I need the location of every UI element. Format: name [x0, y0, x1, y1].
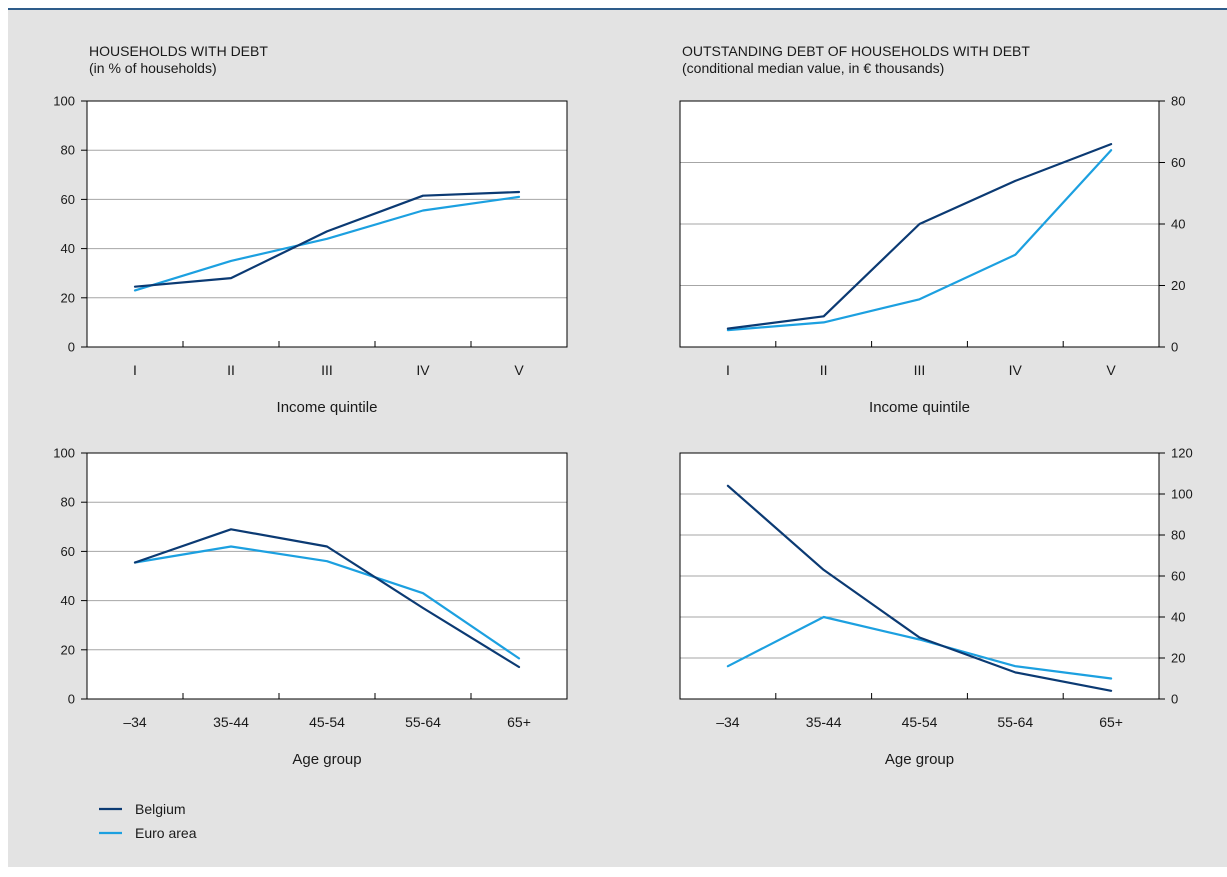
plot-frame	[86, 100, 568, 348]
plot-area	[87, 453, 567, 699]
x-tick-label: –34	[716, 714, 740, 730]
x-tick-label: I	[133, 362, 137, 378]
plot-area	[87, 101, 567, 347]
y-tick-label: 20	[61, 642, 75, 657]
top-rule	[8, 8, 1227, 10]
legend-label: Belgium	[135, 801, 186, 817]
x-tick-label: IV	[1009, 362, 1023, 378]
x-tick-label: V	[1106, 362, 1116, 378]
y-tick-label: 0	[68, 340, 75, 355]
series-line-euro-area	[726, 615, 1113, 680]
plot-frame	[679, 452, 1160, 700]
chart-4: 0 20 40 60 80 100 120 –34 35-44 45-54 55-64 65+ Age …	[679, 446, 1193, 768]
x-tick-label: 45-54	[902, 714, 938, 730]
y-tick-label: 20	[1171, 278, 1185, 293]
y-tick-label: 100	[1171, 487, 1193, 502]
x-tick-label: V	[514, 362, 524, 378]
x-axis-label: Income quintile	[869, 399, 970, 416]
x-axis-label: Income quintile	[277, 399, 378, 416]
y-tick-label: 40	[1171, 217, 1185, 232]
y-tick-label: 60	[61, 192, 75, 207]
y-tick-label: 40	[1171, 610, 1185, 625]
series-line-belgium	[133, 528, 521, 669]
x-axis-label: Age group	[292, 751, 361, 768]
x-tick-label: 35-44	[213, 714, 249, 730]
y-tick-label: 20	[61, 290, 75, 305]
x-axis-label: Age group	[885, 751, 954, 768]
y-tick-label: 80	[1171, 528, 1185, 543]
x-tick-label: IV	[416, 362, 430, 378]
series-line-euro-area	[726, 149, 1113, 332]
y-tick-label: 60	[61, 544, 75, 559]
chart-title: OUTSTANDING DEBT OF HOUSEHOLDS WITH DEBT	[682, 43, 1030, 59]
y-tick-label: 20	[1171, 651, 1185, 666]
y-tick-label: 0	[68, 692, 75, 707]
series-line-euro-area	[133, 545, 521, 660]
y-tick-label: 0	[1171, 340, 1178, 355]
legend-label: Euro area	[135, 825, 197, 841]
y-tick-label: 0	[1171, 692, 1178, 707]
x-tick-label: 65+	[507, 714, 531, 730]
chart-subtitle: (in % of households)	[89, 60, 217, 76]
y-tick-label: 120	[1171, 446, 1193, 461]
y-tick-label: 100	[53, 94, 75, 109]
chart-3: 0 20 40 60 80 100 –34 35-44 45-54 55-64 65+ Age gro…	[53, 446, 568, 768]
y-tick-label: 40	[61, 593, 75, 608]
x-tick-label: I	[726, 362, 730, 378]
x-tick-label: II	[820, 362, 828, 378]
x-tick-label: 55-64	[997, 714, 1033, 730]
x-tick-label: 35-44	[806, 714, 842, 730]
plot-frame	[679, 100, 1160, 348]
y-tick-label: 40	[61, 241, 75, 256]
chart-1: HOUSEHOLDS WITH DEBT(in % of households)…	[53, 43, 568, 416]
series-line-euro-area	[133, 195, 521, 292]
chart-2: OUTSTANDING DEBT OF HOUSEHOLDS WITH DEBT…	[679, 43, 1185, 416]
x-tick-label: 45-54	[309, 714, 345, 730]
y-tick-label: 80	[61, 495, 75, 510]
y-tick-label: 80	[1171, 94, 1185, 109]
chart-subtitle: (conditional median value, in € thousand…	[682, 60, 944, 76]
chart-title: HOUSEHOLDS WITH DEBT	[89, 43, 268, 59]
y-tick-label: 60	[1171, 569, 1185, 584]
x-tick-label: 55-64	[405, 714, 441, 730]
x-tick-label: III	[914, 362, 926, 378]
x-tick-label: 65+	[1099, 714, 1123, 730]
series-line-belgium	[133, 190, 521, 288]
x-tick-label: II	[227, 362, 235, 378]
y-tick-label: 80	[61, 143, 75, 158]
y-tick-label: 100	[53, 446, 75, 461]
legend: Belgium Euro area	[99, 801, 197, 841]
plot-frame	[86, 452, 568, 700]
x-tick-label: III	[321, 362, 333, 378]
y-tick-label: 60	[1171, 155, 1185, 170]
x-tick-label: –34	[123, 714, 147, 730]
